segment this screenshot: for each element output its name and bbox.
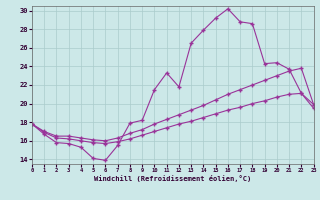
X-axis label: Windchill (Refroidissement éolien,°C): Windchill (Refroidissement éolien,°C) [94, 175, 252, 182]
